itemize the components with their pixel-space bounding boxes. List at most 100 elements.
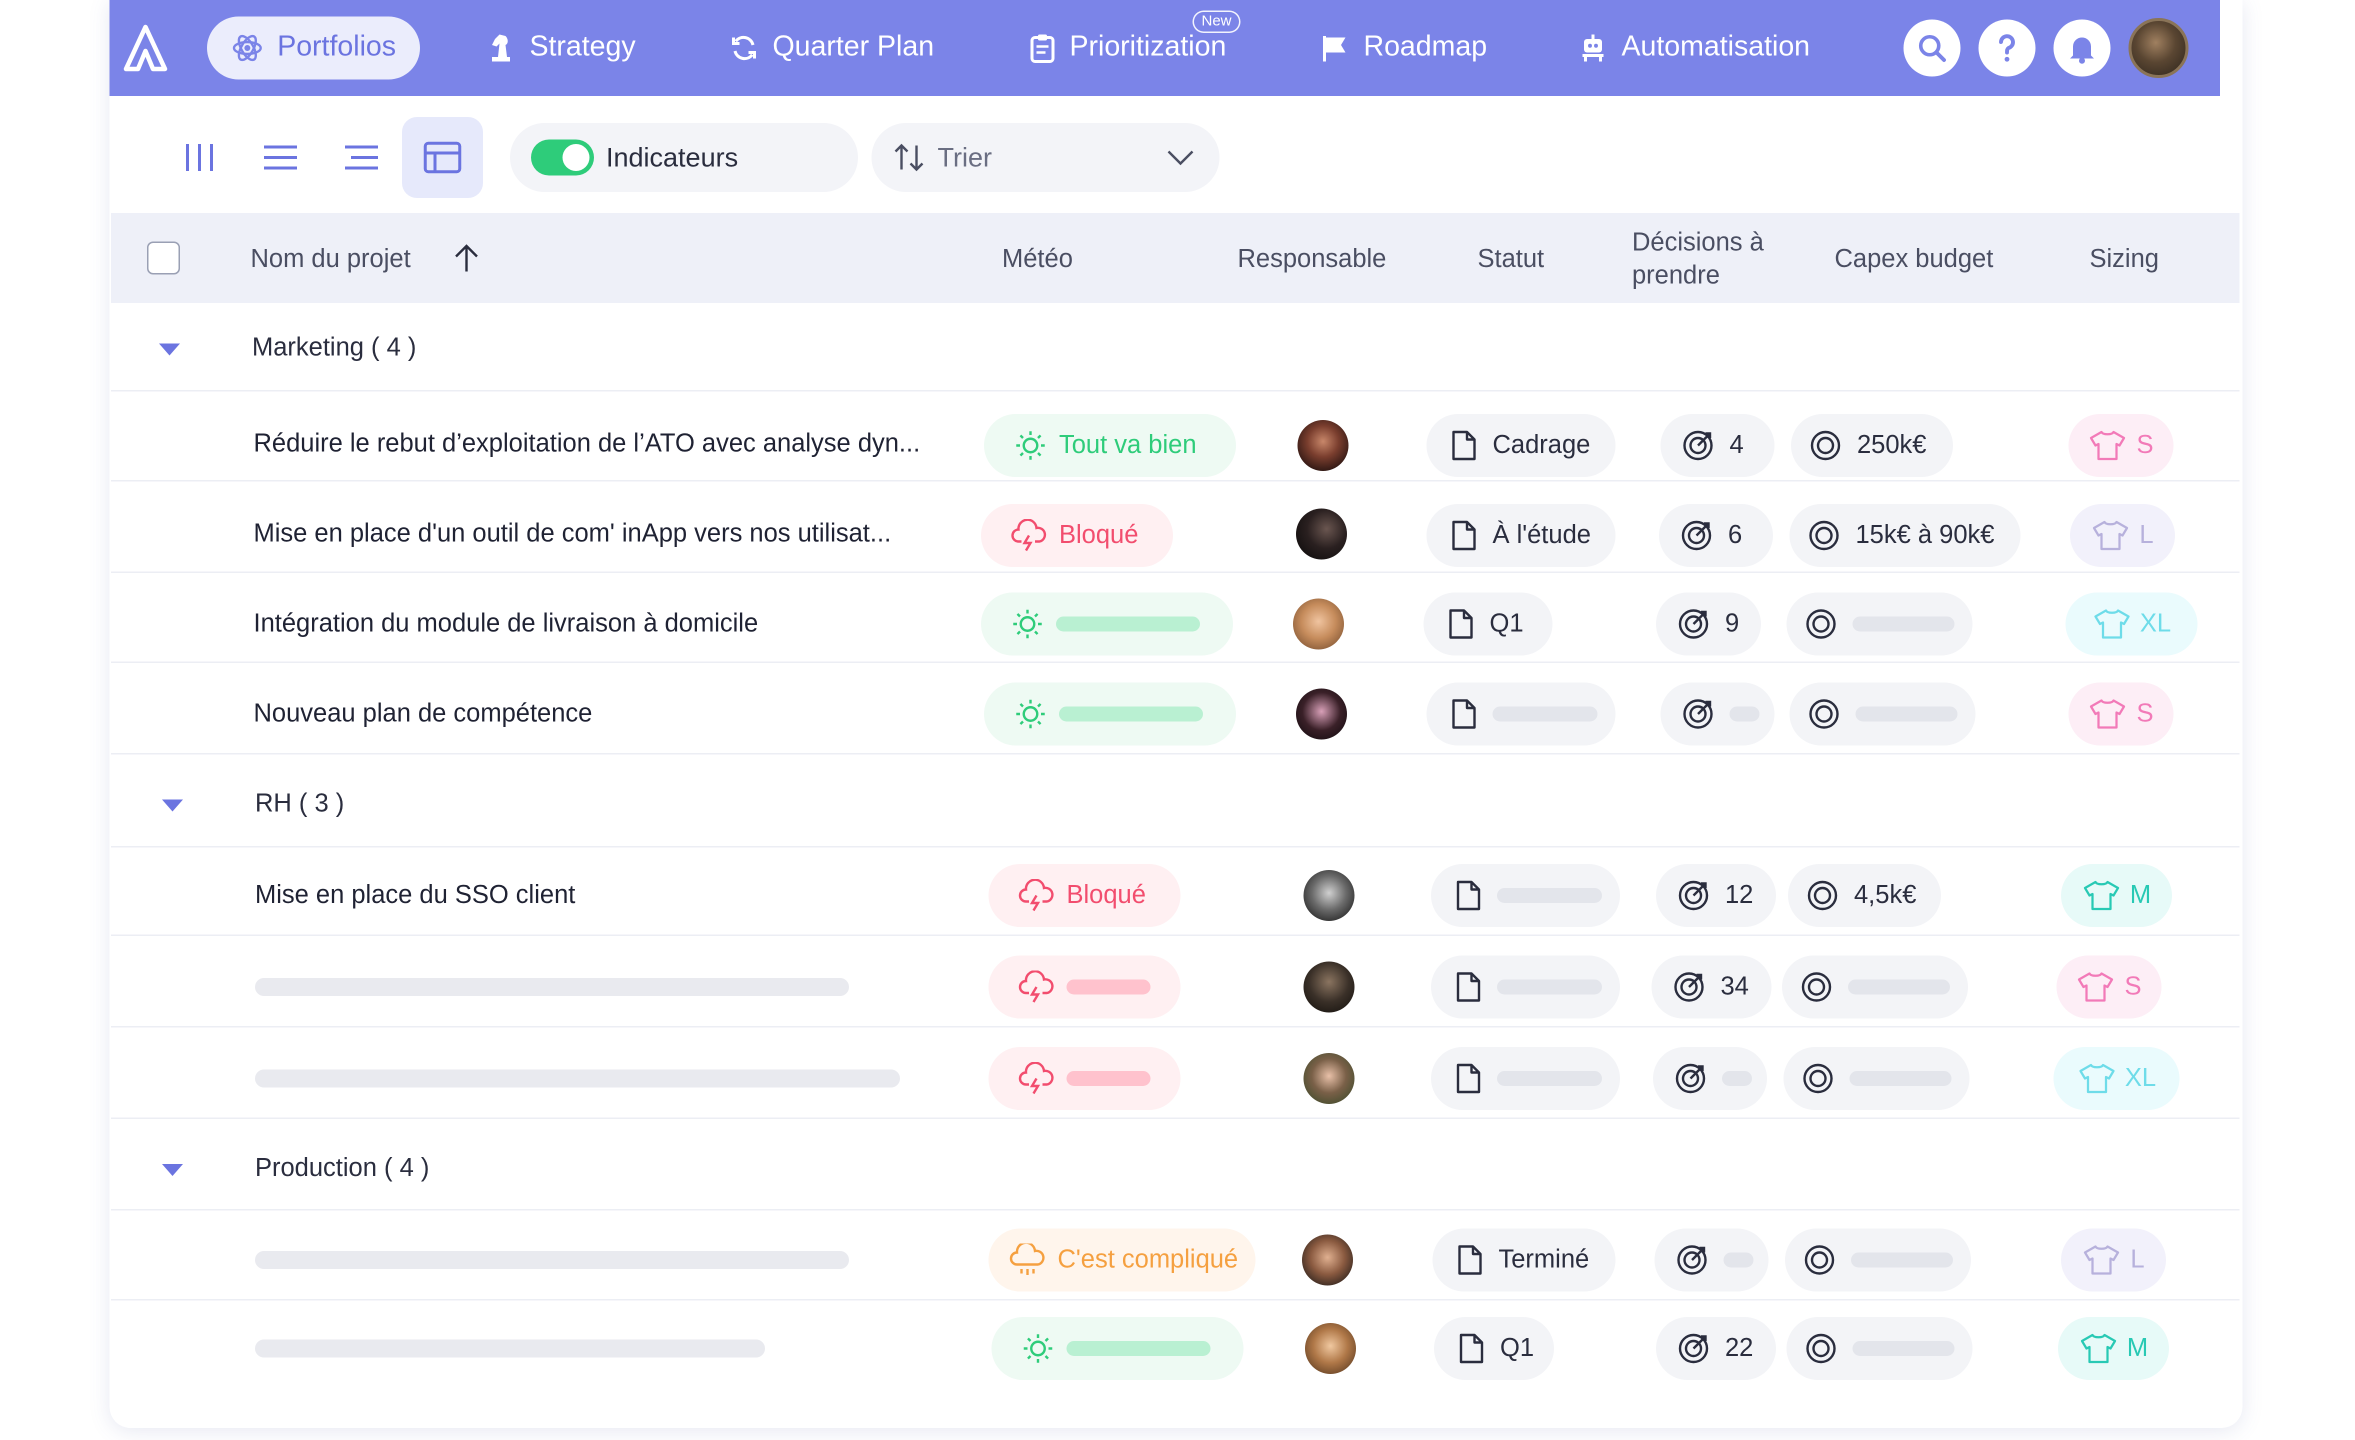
indicators-toggle-pill[interactable]: Indicateurs [510,123,858,192]
column-header-capex[interactable]: Capex budget [1834,244,1994,274]
sizing-chip[interactable]: XL [2065,592,2198,656]
capex-chip[interactable] [1783,1047,1970,1110]
sizing-chip[interactable]: S [2068,414,2174,477]
target-icon [1678,1333,1709,1364]
decisions-chip[interactable] [1654,1228,1769,1292]
sizing-label: XL [2124,1063,2157,1093]
arrow-up-icon[interactable] [453,243,480,273]
sort-dropdown[interactable]: Trier [871,123,1220,192]
capex-chip[interactable] [1785,1228,1971,1292]
sizing-chip[interactable]: L [2061,1228,2166,1292]
avatar[interactable] [1297,420,1349,471]
capex-chip[interactable] [1786,1317,1973,1380]
board-view-button[interactable] [159,117,240,198]
meteo-chip[interactable] [981,592,1233,656]
target-icon [1675,1063,1706,1094]
decisions-chip[interactable]: 4 [1660,414,1775,477]
meteo-chip[interactable] [984,682,1236,746]
meteo-chip[interactable]: Bloqué [988,864,1181,927]
nav-portfolios[interactable]: Portfolios [207,16,420,80]
decisions-chip[interactable]: 6 [1659,504,1773,567]
sizing-chip[interactable]: S [2056,955,2162,1019]
status-chip[interactable] [1431,864,1620,927]
capex-chip[interactable]: 4,5k€ [1788,864,1941,927]
column-header-statut[interactable]: Statut [1477,244,1545,274]
status-chip[interactable] [1431,1047,1620,1110]
group-label-rh[interactable]: RH ( 3 ) [255,789,345,818]
meteo-chip[interactable] [988,955,1181,1019]
meteo-chip[interactable] [991,1317,1244,1380]
project-name[interactable]: Mise en place du SSO client [255,880,576,910]
meteo-chip[interactable]: Tout va bien [984,414,1236,477]
avatar[interactable] [1303,961,1355,1013]
avatar[interactable] [1302,1234,1353,1286]
collapse-group-icon[interactable] [162,1164,183,1176]
capex-chip[interactable] [1789,682,1976,746]
decisions-chip[interactable]: 9 [1656,592,1761,656]
user-avatar[interactable] [2128,18,2189,78]
row-divider [111,1026,2240,1028]
placeholder-name-bar [255,978,849,996]
status-chip[interactable]: Terminé [1432,1228,1616,1292]
table-view-button[interactable] [402,117,483,198]
decisions-chip[interactable]: 12 [1656,864,1776,927]
column-header-name[interactable]: Nom du projet [250,244,411,274]
project-name[interactable]: Réduire le rebut d’exploitation de l’ATO… [253,429,921,458]
indicators-toggle-switch[interactable] [531,139,594,176]
project-name[interactable]: Mise en place d'un outil de com' inApp v… [253,519,892,548]
column-header-decisions[interactable]: Décisions à [1632,228,1764,257]
nav-prioritization[interactable]: Prioritization [1029,17,1226,80]
compact-view-button[interactable] [321,117,402,198]
notifications-button[interactable] [2053,19,2111,77]
list-view-button[interactable] [240,117,321,198]
decisions-chip[interactable] [1660,682,1775,746]
decisions-chip[interactable] [1653,1047,1767,1110]
capex-chip[interactable]: 250k€ [1791,414,1953,477]
avatar[interactable] [1303,870,1355,921]
sizing-chip[interactable]: XL [2053,1047,2180,1110]
status-chip[interactable] [1431,955,1620,1019]
project-name[interactable]: Nouveau plan de compétence [253,699,593,728]
sizing-label: L [2139,520,2154,550]
status-chip[interactable]: À l'étude [1426,504,1616,567]
nav-strategy[interactable]: Strategy [486,17,636,80]
group-label-production[interactable]: Production ( 4 ) [255,1153,430,1183]
capex-chip[interactable] [1782,955,1968,1019]
nav-quarter-plan[interactable]: Quarter Plan [729,17,934,80]
avatar[interactable] [1303,1053,1355,1104]
document-icon [1459,1333,1484,1364]
column-header-responsable[interactable]: Responsable [1237,244,1387,274]
sizing-label: L [2130,1245,2145,1274]
status-chip[interactable]: Q1 [1423,592,1553,656]
group-label-marketing[interactable]: Marketing ( 4 ) [252,333,417,362]
meteo-chip[interactable]: Bloqué [981,504,1173,567]
select-all-checkbox[interactable] [147,241,180,275]
avatar[interactable] [1296,688,1347,740]
capex-chip[interactable] [1786,592,1973,656]
meteo-chip[interactable] [988,1047,1181,1110]
avatar[interactable] [1296,508,1347,560]
help-button[interactable] [1978,19,2036,77]
meteo-chip[interactable]: C'est compliqué [988,1228,1256,1292]
sizing-chip[interactable]: M [2058,1317,2169,1380]
sizing-chip[interactable]: M [2061,864,2172,927]
collapse-group-icon[interactable] [159,343,180,356]
avatar[interactable] [1305,1323,1356,1374]
column-header-sizing[interactable]: Sizing [2089,244,2159,274]
status-chip[interactable]: Cadrage [1426,414,1616,477]
nav-roadmap[interactable]: Roadmap [1320,17,1487,80]
sizing-chip[interactable]: S [2068,682,2174,746]
column-header-meteo[interactable]: Météo [1002,244,1073,274]
search-button[interactable] [1903,19,1961,77]
avatar[interactable] [1293,598,1344,650]
collapse-group-icon[interactable] [162,799,183,812]
app-logo-icon[interactable] [123,24,168,72]
status-chip[interactable] [1426,682,1616,746]
decisions-chip[interactable]: 34 [1651,955,1772,1019]
capex-chip[interactable]: 15k€ à 90k€ [1789,504,2021,567]
project-name[interactable]: Intégration du module de livraison à dom… [253,609,759,638]
status-chip[interactable]: Q1 [1434,1317,1554,1380]
sizing-chip[interactable]: L [2070,504,2175,567]
decisions-chip[interactable]: 22 [1656,1317,1776,1380]
nav-automatisation[interactable]: Automatisation [1578,17,1810,80]
